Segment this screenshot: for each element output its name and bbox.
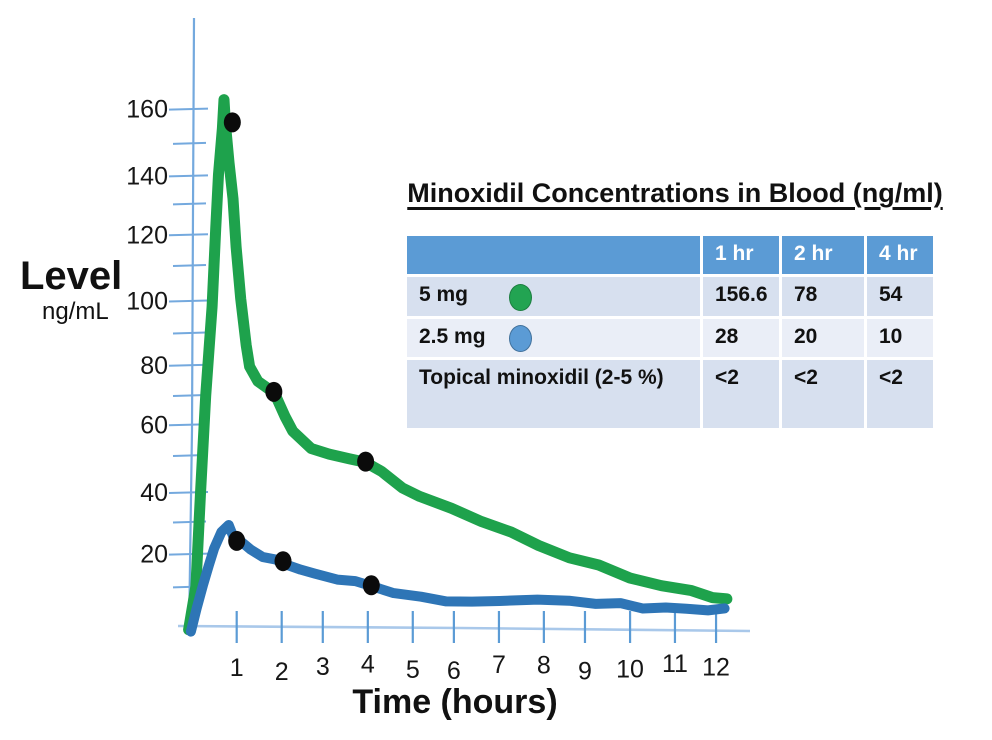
y-minor-tick bbox=[172, 331, 207, 335]
series-swatch-icon bbox=[509, 325, 532, 353]
table-row: Topical minoxidil (2-5 %) <2 <2 <2 bbox=[407, 360, 933, 428]
row-label-cell: 2.5 mg bbox=[407, 319, 700, 357]
series-curve-5-mg bbox=[183, 94, 733, 636]
value-cell: 156.6 bbox=[703, 277, 779, 316]
y-tick-label: 60 bbox=[140, 411, 168, 439]
x-tick-label: 12 bbox=[702, 653, 730, 681]
table-header-cell-1hr: 1 hr bbox=[703, 236, 779, 274]
data-dot-2.5-mg bbox=[362, 575, 380, 596]
series-curve-2.5-mg bbox=[185, 520, 730, 637]
series-swatch-icon bbox=[509, 283, 532, 311]
x-tick-label: 1 bbox=[230, 654, 244, 682]
markers-group bbox=[223, 112, 380, 596]
value-cell: 28 bbox=[703, 319, 779, 357]
table-header-row: 1 hr 2 hr 4 hr bbox=[407, 236, 933, 274]
y-major-tick bbox=[168, 174, 209, 178]
y-major-tick bbox=[168, 299, 209, 303]
series-group bbox=[183, 94, 733, 637]
data-dot-2.5-mg bbox=[228, 530, 246, 551]
concentration-table: 1 hr 2 hr 4 hr 5 mg 156.6 78 54 2.5 mg 28 20 10 To… bbox=[404, 233, 936, 431]
y-tick-label: 140 bbox=[126, 162, 168, 190]
row-label: 5 mg bbox=[419, 283, 469, 306]
y-major-tick bbox=[168, 363, 209, 367]
x-tick-label: 2 bbox=[275, 658, 289, 686]
x-tick-label: 7 bbox=[492, 651, 506, 679]
x-tick-label: 6 bbox=[447, 657, 461, 685]
y-minor-tick bbox=[172, 141, 207, 145]
value-cell: 54 bbox=[867, 277, 933, 316]
table-title: Minoxidil Concentrations in Blood (ng/ml… bbox=[407, 178, 943, 208]
row-label-cell: Topical minoxidil (2-5 %) bbox=[407, 360, 700, 428]
y-major-tick bbox=[168, 107, 209, 111]
y-minor-tick bbox=[172, 263, 207, 267]
y-tick-label: 80 bbox=[140, 352, 168, 380]
row-label: Topical minoxidil (2-5 %) bbox=[419, 366, 664, 389]
row-label-cell: 5 mg bbox=[407, 277, 700, 316]
table-header-cell-4hr: 4 hr bbox=[867, 236, 933, 274]
x-tick-label: 11 bbox=[662, 650, 688, 678]
value-cell: 78 bbox=[782, 277, 864, 316]
y-major-tick bbox=[168, 233, 209, 237]
table-row: 2.5 mg 28 20 10 bbox=[407, 319, 933, 357]
y-axis-title: Level bbox=[20, 254, 123, 298]
row-label: 2.5 mg bbox=[419, 325, 486, 348]
data-dot-2.5-mg bbox=[274, 551, 292, 572]
value-cell: <2 bbox=[703, 360, 779, 428]
table-row: 5 mg 156.6 78 54 bbox=[407, 277, 933, 316]
x-tick-label: 4 bbox=[361, 650, 375, 678]
x-tick-label: 9 bbox=[578, 657, 592, 685]
y-tick-label: 120 bbox=[126, 221, 168, 249]
value-cell: <2 bbox=[782, 360, 864, 428]
data-dot-5-mg bbox=[265, 381, 283, 402]
y-tick-label: 160 bbox=[126, 96, 168, 124]
y-tick-label: 40 bbox=[140, 479, 168, 507]
table-header-cell-empty bbox=[407, 236, 700, 274]
value-cell: <2 bbox=[867, 360, 933, 428]
data-dot-5-mg bbox=[357, 451, 375, 472]
y-tick-label: 20 bbox=[140, 541, 168, 569]
y-axis-unit: ng/mL bbox=[42, 298, 109, 325]
value-cell: 10 bbox=[867, 319, 933, 357]
data-dot-5-mg bbox=[223, 112, 241, 133]
table-header-cell-2hr: 2 hr bbox=[782, 236, 864, 274]
value-cell: 20 bbox=[782, 319, 864, 357]
x-tick-label: 8 bbox=[537, 652, 551, 680]
x-tick-label: 10 bbox=[616, 656, 644, 684]
y-minor-tick bbox=[172, 202, 207, 206]
x-axis-title: Time (hours) bbox=[352, 683, 558, 721]
x-tick-label: 3 bbox=[316, 653, 330, 681]
y-tick-label: 100 bbox=[126, 287, 168, 315]
x-tick-label: 5 bbox=[406, 656, 420, 684]
y-axis-line bbox=[187, 17, 196, 634]
x-axis-line bbox=[177, 624, 751, 633]
